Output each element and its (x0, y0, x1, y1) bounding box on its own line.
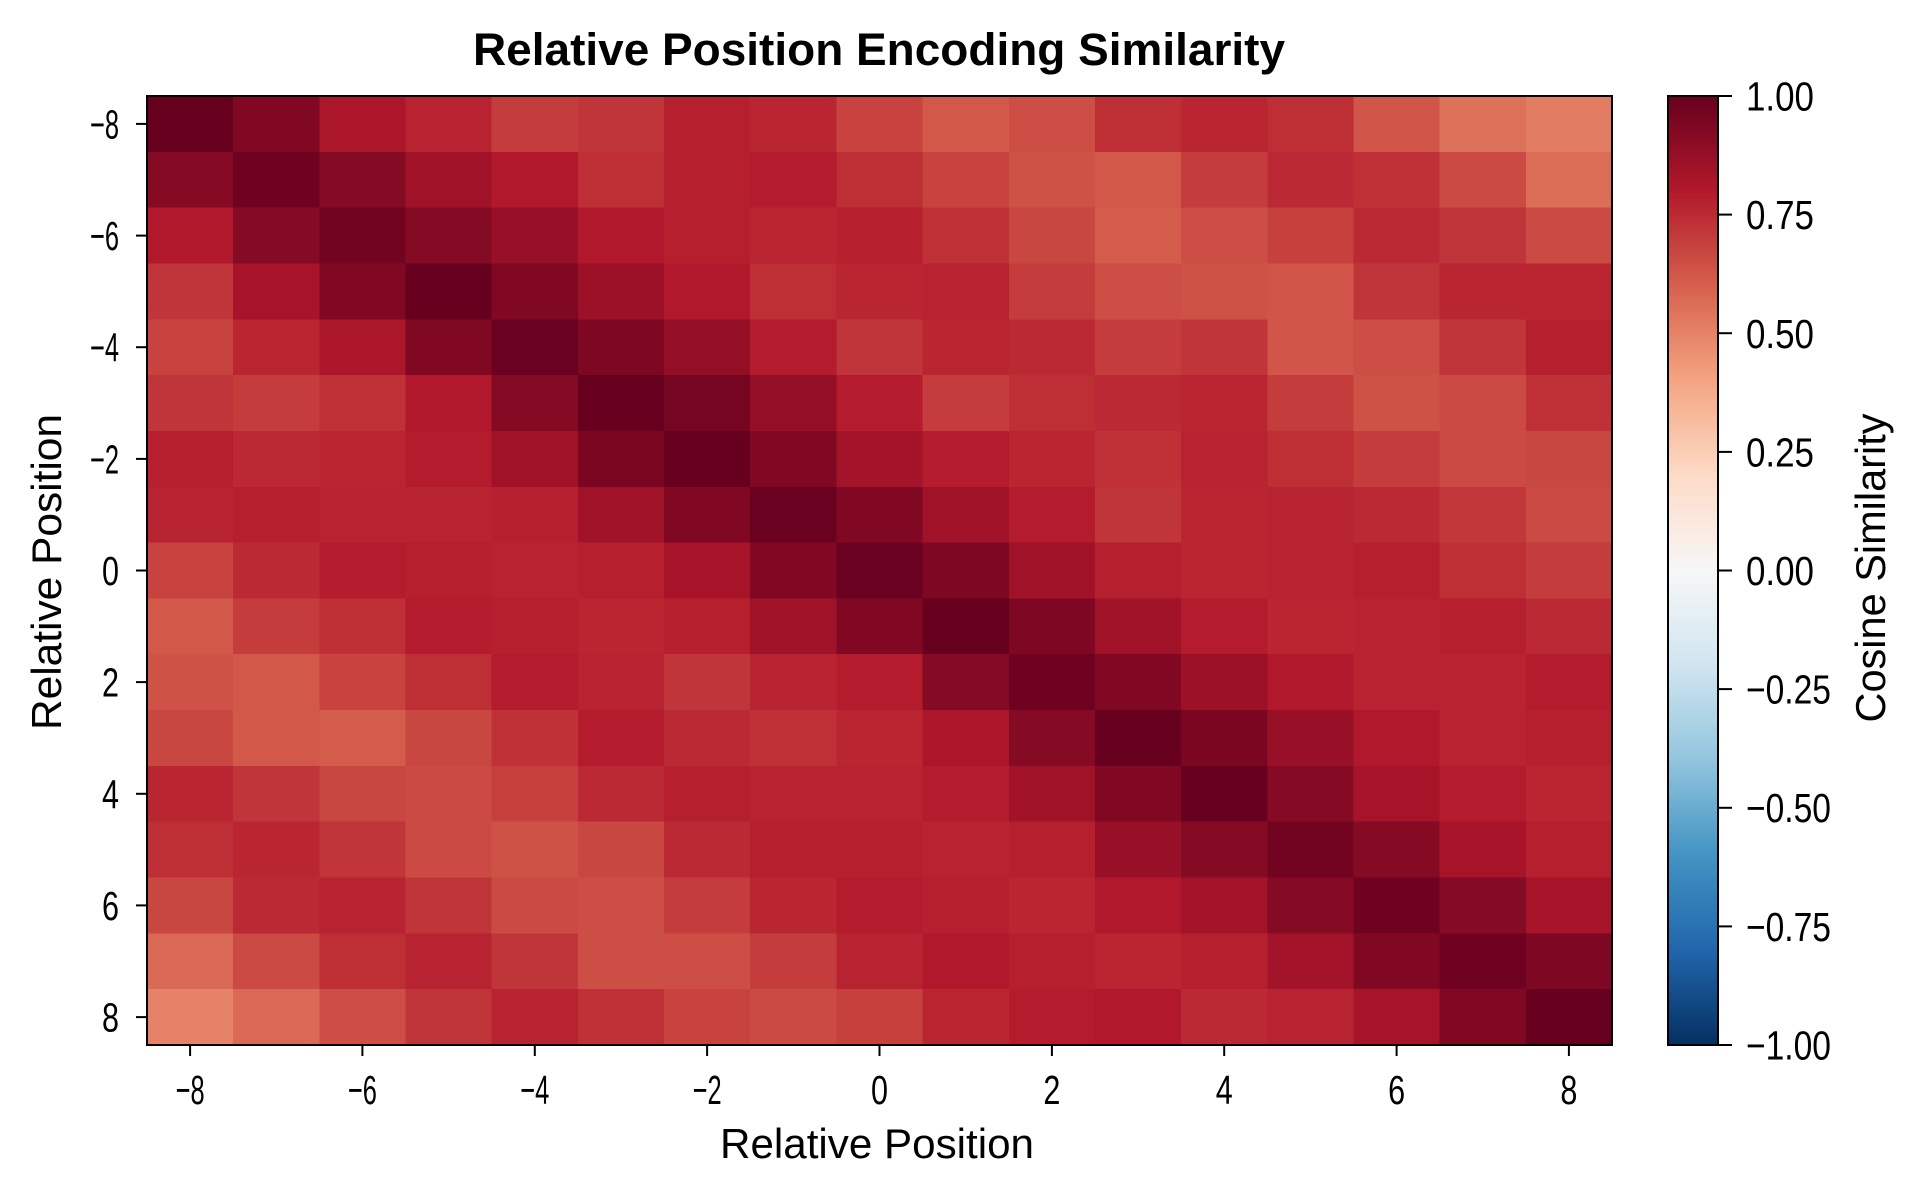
svg-text:Relative Position Encoding Sim: Relative Position Encoding Similarity (473, 24, 1285, 75)
svg-text:Relative Position: Relative Position (720, 1120, 1034, 1167)
svg-text:−0.25: −0.25 (1746, 667, 1831, 713)
svg-text:0: 0 (102, 548, 119, 594)
svg-text:2: 2 (1043, 1067, 1060, 1113)
svg-text:6: 6 (102, 883, 119, 929)
svg-text:−2: −2 (90, 436, 119, 482)
svg-text:−0.75: −0.75 (1746, 904, 1831, 950)
svg-text:−2: −2 (693, 1067, 722, 1113)
svg-text:8: 8 (1560, 1067, 1577, 1113)
svg-text:2: 2 (102, 660, 119, 706)
svg-text:8: 8 (102, 995, 119, 1041)
svg-text:0.00: 0.00 (1746, 548, 1814, 594)
svg-text:0.75: 0.75 (1746, 192, 1814, 238)
svg-text:−4: −4 (90, 325, 119, 371)
svg-text:−0.50: −0.50 (1746, 785, 1831, 831)
svg-text:1.00: 1.00 (1746, 74, 1814, 120)
svg-text:−1.00: −1.00 (1746, 1023, 1831, 1069)
svg-text:4: 4 (1216, 1067, 1233, 1113)
svg-text:−6: −6 (90, 213, 119, 259)
svg-text:−8: −8 (90, 101, 119, 147)
svg-text:−6: −6 (348, 1067, 377, 1113)
svg-text:0.50: 0.50 (1746, 311, 1814, 357)
svg-text:−4: −4 (520, 1067, 549, 1113)
svg-text:Relative Position: Relative Position (23, 414, 70, 730)
svg-text:0: 0 (871, 1067, 888, 1113)
svg-text:−8: −8 (176, 1067, 205, 1113)
svg-text:Cosine Similarity: Cosine Similarity (1847, 414, 1894, 723)
svg-text:4: 4 (102, 771, 119, 817)
svg-text:6: 6 (1388, 1067, 1405, 1113)
svg-text:0.25: 0.25 (1746, 429, 1814, 475)
